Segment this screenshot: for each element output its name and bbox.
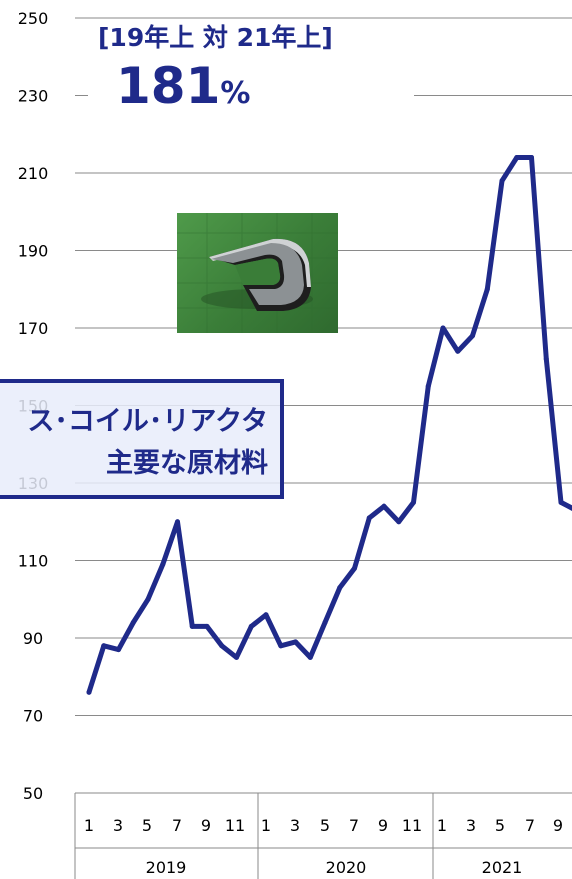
callout-line-1: ス･コイル･リアクタ: [27, 406, 268, 437]
data-point: [160, 561, 166, 567]
y-tick-label: 190: [18, 242, 49, 261]
callout-line-2: 主要な原材料: [106, 448, 268, 479]
headline-comparison: [19年上 対 21年上]: [98, 23, 333, 52]
x-tick-label: 7: [172, 816, 182, 835]
data-point: [396, 519, 402, 525]
x-tick-label: 5: [320, 816, 330, 835]
data-point: [204, 623, 210, 629]
data-point: [322, 620, 328, 625]
data-point: [543, 356, 549, 362]
data-point: [381, 503, 387, 509]
headline-number: 181: [116, 57, 221, 115]
y-tick-label: 90: [23, 629, 43, 648]
series-line: [86, 155, 572, 695]
data-point: [278, 643, 284, 649]
y-tick-label: 250: [18, 9, 49, 28]
x-tick-label: 1: [437, 816, 447, 835]
data-point: [145, 596, 151, 602]
y-tick-label: 210: [18, 164, 49, 183]
x-tick-label: 3: [113, 816, 123, 835]
data-point: [101, 643, 107, 649]
x-tick-label: 11: [402, 816, 422, 835]
data-point: [411, 499, 416, 505]
x-tick-label: 9: [553, 816, 563, 835]
y-tick-label: 70: [23, 707, 43, 726]
x-tick-label: 9: [201, 816, 211, 835]
data-point: [425, 383, 431, 389]
material-callout-box: ス･コイル･リアクタ 主要な原材料: [0, 379, 284, 499]
data-point: [484, 286, 490, 292]
data-point: [263, 612, 269, 618]
data-point: [352, 565, 357, 571]
data-point: [248, 623, 254, 629]
x-tick-label: 9: [378, 816, 388, 835]
x-tick-label: 7: [525, 816, 535, 835]
data-point: [86, 689, 92, 695]
y-tick-label: 110: [18, 552, 49, 571]
headline-unit: %: [220, 76, 251, 111]
data-point: [234, 654, 239, 660]
metal-core-photo: [177, 213, 338, 333]
data-point: [366, 515, 372, 521]
headline-box: [19年上 対 21年上] 181%: [88, 20, 414, 128]
x-tick-label: 1: [84, 816, 94, 835]
data-point: [116, 647, 121, 653]
data-point: [337, 585, 343, 591]
x-tick-label: 3: [466, 816, 476, 835]
y-tick-label: 230: [18, 87, 49, 106]
data-point: [558, 499, 564, 505]
x-tick-label: 5: [495, 816, 505, 835]
data-point: [293, 639, 298, 645]
headline-growth-value: 181%: [88, 56, 414, 128]
x-tick-label: 11: [225, 816, 245, 835]
data-point: [529, 155, 534, 160]
x-tick-label: 1: [261, 816, 271, 835]
metal-core-image: [177, 213, 338, 333]
data-point: [130, 620, 136, 625]
x-year-label: 2021: [482, 858, 523, 877]
data-point: [455, 348, 461, 354]
x-tick-label: 5: [142, 816, 152, 835]
y-tick-label: 170: [18, 319, 49, 338]
data-point: [499, 178, 505, 184]
data-point: [175, 519, 180, 525]
x-year-label: 2019: [146, 858, 187, 877]
data-point: [514, 155, 520, 160]
data-point: [219, 643, 225, 649]
x-year-label: 2020: [326, 858, 367, 877]
data-point: [440, 325, 446, 331]
series: [86, 155, 572, 695]
data-point: [470, 333, 475, 339]
x-tick-label: 3: [290, 816, 300, 835]
data-point: [307, 654, 313, 660]
data-point: [189, 623, 195, 629]
y-tick-label: 50: [23, 784, 43, 803]
x-tick-label: 7: [349, 816, 359, 835]
